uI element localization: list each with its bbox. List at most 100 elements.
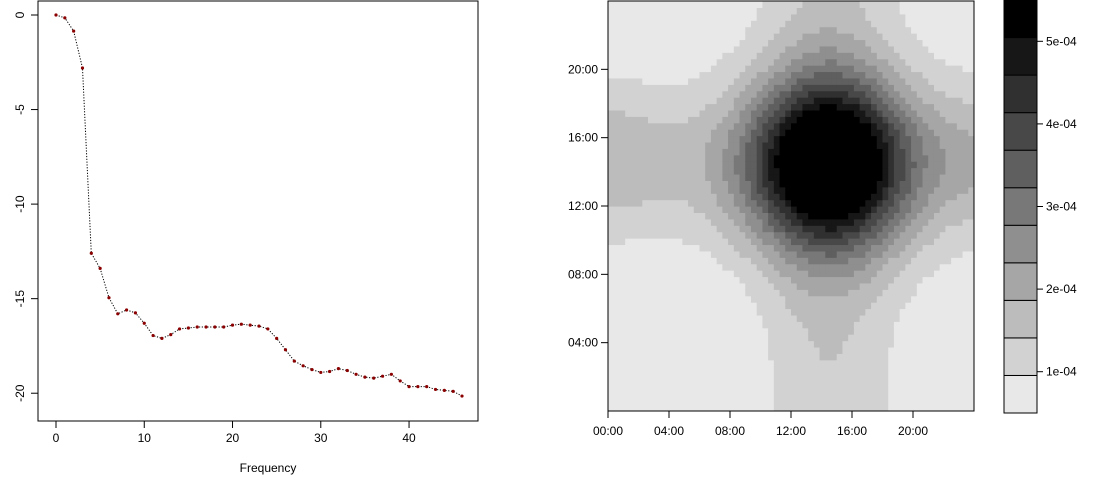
contour-cell [682,244,689,252]
contour-cell [710,314,718,322]
contour-cell [642,334,649,342]
contour-cell [608,308,615,316]
contour-cell [956,225,964,233]
contour-cell [853,359,861,367]
contour-cell [791,263,798,271]
contour-cell [762,45,769,53]
contour-cell [625,13,632,21]
contour-cell [722,218,729,226]
contour-cell [865,173,872,181]
contour-cell [728,372,735,380]
contour-cell [911,353,918,361]
contour-cell [785,404,792,411]
contour-cell [905,231,912,239]
contour-cell [693,206,701,214]
contour-cell [710,276,718,284]
contour-cell [665,173,672,181]
contour-cell [745,1,752,9]
contour-cell [625,250,632,258]
contour-cell [836,270,844,278]
contour-cell [916,366,924,374]
contour-cell [648,346,655,354]
contour-cell [791,116,798,124]
contour-cell [956,39,964,47]
legend-swatch [1003,74,1038,114]
contour-cell [933,122,941,130]
contour-cell [756,270,764,278]
contour-cell [928,148,935,156]
contour-cell [876,167,884,175]
contour-cell [796,340,804,348]
contour-cell [630,173,638,181]
contour-cell [619,71,626,79]
contour-cell [779,199,786,207]
contour-cell [665,52,672,60]
data-point [345,368,349,373]
contour-cell [785,366,792,374]
y-tick-label: -15 [13,290,27,308]
contour-cell [739,39,746,47]
contour-cell [636,327,643,335]
contour-cell [630,385,638,393]
contour-cell [710,359,718,367]
contour-cell [773,33,781,41]
contour-cell [768,398,775,406]
contour-cell [648,199,655,207]
contour-cell [636,90,643,98]
contour-cell [796,77,804,85]
contour-cell [705,161,712,169]
contour-cell [670,199,678,207]
contour-cell [665,353,672,361]
contour-cell [796,33,804,41]
contour-cell [705,141,712,149]
contour-cell [608,1,615,9]
contour-cell [733,282,741,290]
contour-cell [659,359,666,367]
contour-cell [939,308,947,316]
contour-cell [739,206,746,214]
contour-cell [945,65,952,73]
contour-cell [630,77,638,85]
x-tick-label: 20:00 [898,424,928,438]
contour-cell [739,218,746,226]
contour-cell [928,84,935,92]
contour-cell [750,20,758,28]
contour-cell [659,308,666,316]
contour-cell [642,378,649,386]
contour-cell [779,366,786,374]
contour-cell [911,225,918,233]
contour-cell [819,359,826,367]
contour-cell [722,33,729,41]
contour-cell [893,206,901,214]
contour-cell [653,270,661,278]
contour-cell [699,398,706,406]
contour-cell [745,289,752,297]
contour-cell [842,26,849,34]
contour-cell [836,314,844,322]
contour-cell [756,385,764,393]
contour-cell [613,109,621,117]
contour-cell [819,65,826,73]
contour-cell [916,154,924,162]
contour-cell [693,103,701,111]
contour-cell [962,250,969,258]
contour-cell [619,7,626,15]
contour-cell [785,1,792,9]
contour-cell [916,334,924,342]
contour-cell [665,13,672,21]
contour-cell [871,295,878,303]
contour-cell [791,231,798,239]
contour-cell [888,327,895,335]
contour-cell [831,161,838,169]
contour-cell [853,173,861,181]
contour-cell [716,58,723,66]
contour-cell [899,135,906,143]
contour-cell [802,244,809,252]
contour-cell [939,45,947,53]
contour-cell [716,26,723,34]
contour-cell [876,244,884,252]
contour-cell [813,109,821,117]
contour-cell [762,103,769,111]
contour-cell [762,180,769,188]
contour-cell [922,398,929,406]
